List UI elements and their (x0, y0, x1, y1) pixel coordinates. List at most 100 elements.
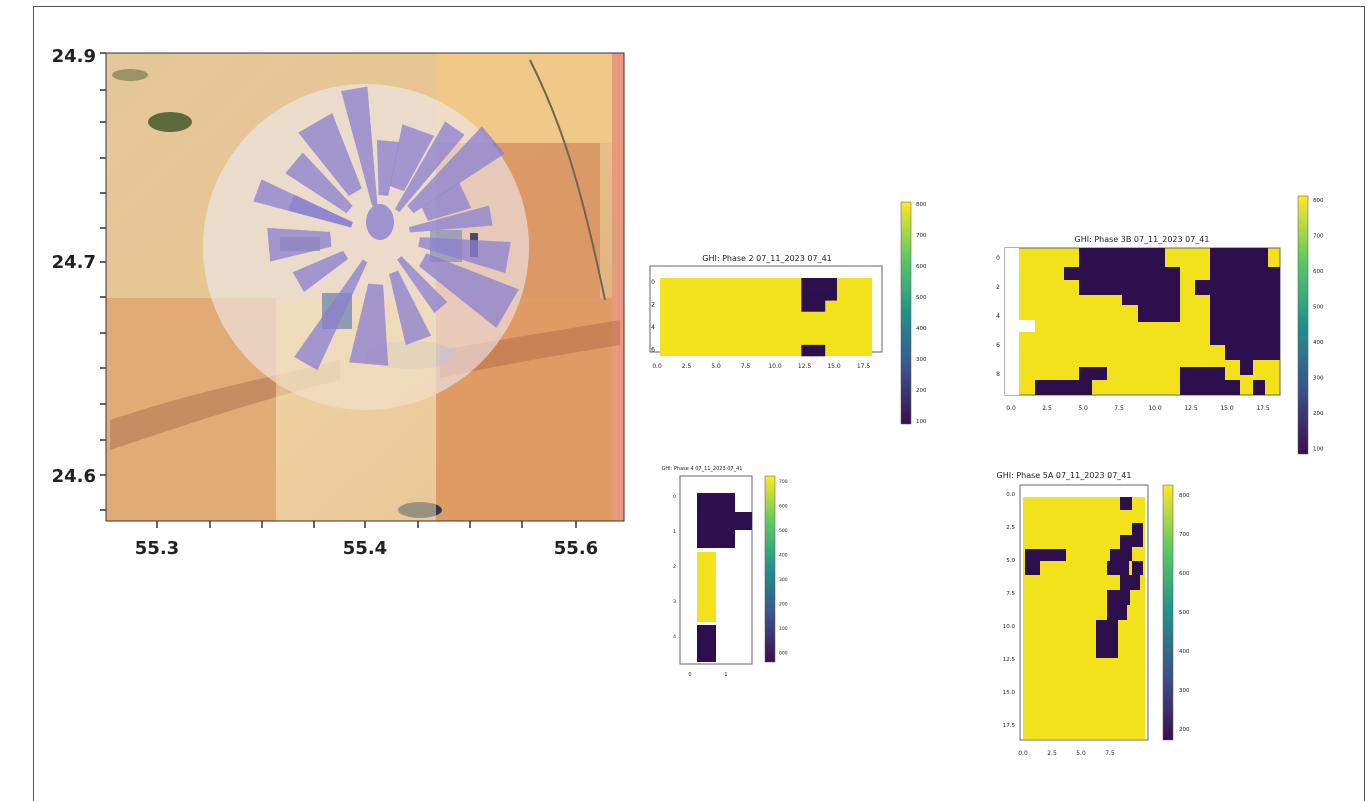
xtick-label: 5.0 (711, 363, 721, 370)
colorbar-tick-label: 700 (779, 479, 788, 485)
ytick-label: 0 (996, 255, 1000, 262)
colorbar-ticks: 800 700 600 500 400 300 200 (1179, 493, 1190, 733)
colorbar-ticks: 700 600 500 400 300 200 100 000 (779, 479, 788, 657)
ytick-label: 6 (651, 347, 655, 354)
radar-swath (376, 140, 400, 196)
radar-swath (421, 182, 472, 221)
colorbar-tick-label: 200 (1313, 411, 1324, 417)
heatmap-low-cells (801, 278, 837, 357)
heatmap-cell-low (801, 289, 814, 301)
heatmap-phase-3b: GHI: Phase 3B 07_11_2023 07_41 0 2 4 6 8 0.0… (996, 195, 1324, 455)
radar-swath (298, 113, 362, 196)
xtick-label: 0 (688, 672, 691, 678)
heatmap-phase-2: GHI: Phase 2 07_11_2023 07_41 0 2 4 6 0.0 2.… (649, 201, 927, 425)
ytick-label: 4 (673, 634, 676, 640)
map-radar-swaths (253, 86, 519, 371)
ytick-label: 17.5 (1003, 723, 1016, 729)
heatmap-low-bottom (697, 625, 716, 662)
radar-swath (294, 259, 368, 371)
ytick-label: 2 (673, 564, 676, 570)
ytick-label: 2.5 (1006, 525, 1015, 531)
ytick-label: 2 (996, 284, 1000, 291)
map-ticks (100, 52, 577, 528)
xtick-label: 12.5 (798, 363, 812, 370)
ytick-label: 15.0 (1003, 690, 1016, 696)
map-tile-edge (612, 53, 624, 521)
colorbar-tick-label: 800 (1179, 493, 1190, 499)
colorbar-tick-label: 400 (1179, 649, 1190, 655)
colorbar-tick-label: 100 (916, 419, 927, 425)
colorbar-ticks: 800 700 600 500 400 300 200 100 (916, 202, 927, 425)
map-road (529, 59, 606, 301)
low-region-bottom-left (1035, 367, 1107, 395)
xtick-label: 7.5 (1114, 405, 1124, 412)
heatmap-cell-low (824, 289, 837, 301)
heatmap-y-ticks: 0 1 2 3 4 (673, 494, 676, 640)
colorbar-tick-label: 200 (779, 602, 788, 608)
map-xtick-label: 55.6 (554, 538, 598, 559)
heatmap-cell-low (801, 300, 814, 312)
colorbar-tick-label: 500 (1179, 610, 1190, 616)
low-region-bottom-right (1180, 367, 1240, 395)
radar-swath (389, 270, 432, 346)
low-cell (1096, 636, 1118, 658)
heatmap-y-ticks: 0 2 4 6 (651, 279, 655, 354)
heatmap-high-middle (697, 552, 716, 622)
colorbar-tick-label: 100 (1313, 447, 1324, 453)
ytick-label: 8 (996, 371, 1000, 378)
colorbar (1297, 195, 1309, 455)
xtick-label: 2.5 (1042, 405, 1052, 412)
xtick-label: 17.5 (1256, 405, 1270, 412)
radar-swath (419, 253, 519, 328)
heatmap-title: GHI: Phase 4 07_11_2023 07_41 (662, 466, 743, 472)
ytick-label: 0.0 (1006, 492, 1015, 498)
heatmap-blank-column (1005, 248, 1019, 395)
heatmap-low-region (1025, 497, 1143, 658)
radar-swath (418, 237, 511, 274)
heatmap-y-ticks: 0.0 2.5 5.0 7.5 10.0 12.5 15.0 17.5 (1003, 492, 1016, 729)
xtick-label: 10.0 (1148, 405, 1162, 412)
radar-swath (292, 250, 349, 293)
map-xtick-label: 55.4 (343, 538, 387, 559)
low-cell (1110, 549, 1132, 561)
ytick-label: 10.0 (1003, 624, 1016, 630)
map-ytick-label: 24.6 (52, 466, 96, 487)
map-ytick-label: 24.7 (52, 252, 96, 273)
colorbar-tick-label: 700 (1313, 234, 1324, 240)
colorbar-tick-label: 700 (916, 233, 927, 239)
xtick-label: 0.0 (1018, 750, 1028, 757)
colorbar-tick-label: 300 (916, 357, 927, 363)
heatmap-cell-low (813, 344, 826, 357)
heatmap-plot-bg (660, 278, 872, 356)
colorbar (1162, 484, 1174, 741)
colorbar-tick-label: 600 (916, 264, 927, 270)
low-cell (1132, 523, 1143, 547)
low-cell (1096, 620, 1118, 636)
map-ytick-label: 24.9 (52, 46, 96, 67)
low-cell (1120, 497, 1132, 510)
xtick-label: 5.0 (1078, 405, 1088, 412)
xtick-label: 10.0 (768, 363, 782, 370)
xtick-label: 12.5 (1184, 405, 1198, 412)
heatmap-cell-low (824, 278, 837, 290)
low-region-top (1064, 248, 1180, 322)
radar-swath (285, 152, 353, 214)
colorbar-tick-label: 100 (779, 626, 788, 632)
colorbar-tick-label: 800 (1313, 198, 1324, 204)
ytick-label: 7.5 (1006, 591, 1015, 597)
map-green-patch-2 (112, 69, 148, 81)
low-cell (1107, 590, 1130, 605)
colorbar-tick-label: 200 (916, 388, 927, 394)
map-panel: 24.9 24.7 24.6 55.3 55.4 55.6 (52, 46, 625, 559)
colorbar-tick-label: 500 (779, 528, 788, 534)
heatmap-low-region (1035, 248, 1280, 395)
heatmap-phase-5a: GHI: Phase 5A 07_11_2023 07_41 0.0 2.5 5.0… (997, 471, 1190, 757)
low-cell (1120, 535, 1132, 549)
low-region-left (1025, 549, 1066, 575)
figure-frame (33, 6, 1365, 801)
colorbar-tick-label: 600 (779, 504, 788, 510)
xtick-label: 2.5 (1047, 750, 1057, 757)
xtick-label: 15.0 (1220, 405, 1234, 412)
heatmap-notch (1019, 320, 1035, 332)
